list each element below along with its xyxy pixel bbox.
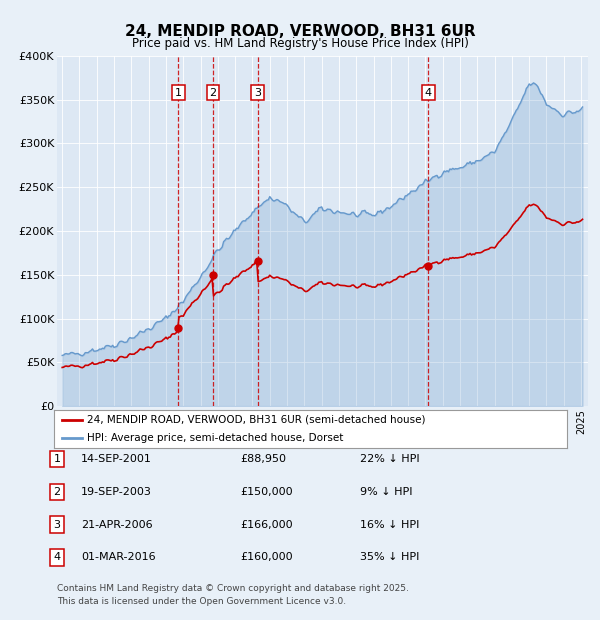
Text: 9% ↓ HPI: 9% ↓ HPI [360,487,413,497]
Text: 14-SEP-2001: 14-SEP-2001 [81,454,152,464]
Text: 3: 3 [254,87,261,97]
Text: 24, MENDIP ROAD, VERWOOD, BH31 6UR (semi-detached house): 24, MENDIP ROAD, VERWOOD, BH31 6UR (semi… [88,415,426,425]
Text: Contains HM Land Registry data © Crown copyright and database right 2025.
This d: Contains HM Land Registry data © Crown c… [57,584,409,606]
Text: 1: 1 [175,87,182,97]
Text: 16% ↓ HPI: 16% ↓ HPI [360,520,419,529]
Text: 1: 1 [53,454,61,464]
Text: 4: 4 [53,552,61,562]
Text: 35% ↓ HPI: 35% ↓ HPI [360,552,419,562]
Text: HPI: Average price, semi-detached house, Dorset: HPI: Average price, semi-detached house,… [88,433,344,443]
Text: Price paid vs. HM Land Registry's House Price Index (HPI): Price paid vs. HM Land Registry's House … [131,37,469,50]
Text: 22% ↓ HPI: 22% ↓ HPI [360,454,419,464]
Text: 24, MENDIP ROAD, VERWOOD, BH31 6UR: 24, MENDIP ROAD, VERWOOD, BH31 6UR [125,24,475,38]
Text: 4: 4 [425,87,432,97]
Text: 2: 2 [53,487,61,497]
Text: 21-APR-2006: 21-APR-2006 [81,520,152,529]
Text: 01-MAR-2016: 01-MAR-2016 [81,552,155,562]
Text: £150,000: £150,000 [240,487,293,497]
Text: £88,950: £88,950 [240,454,286,464]
Text: 3: 3 [53,520,61,529]
Text: 19-SEP-2003: 19-SEP-2003 [81,487,152,497]
Text: 2: 2 [209,87,217,97]
Text: £166,000: £166,000 [240,520,293,529]
Text: £160,000: £160,000 [240,552,293,562]
